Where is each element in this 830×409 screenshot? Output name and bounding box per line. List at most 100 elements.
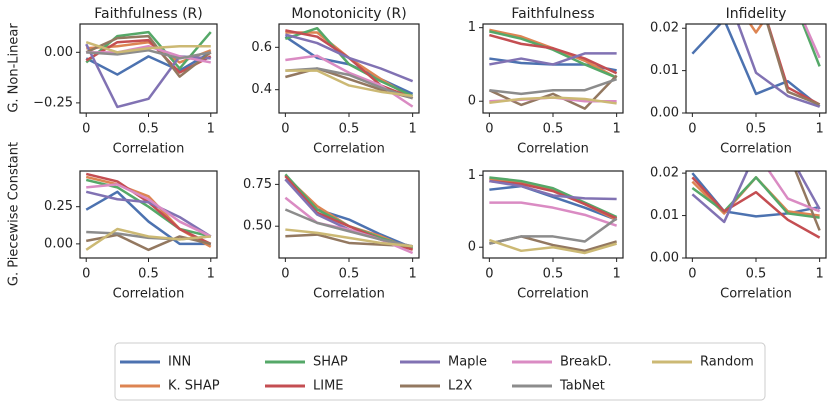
series-line [86,45,212,64]
series-line [284,26,414,98]
plot-area [691,171,821,239]
x-axis-label: Correlation [720,287,792,302]
x-tick-label: 1 [408,122,416,137]
series-line [748,24,764,34]
legend-label: Random [700,355,754,370]
panel-frame [482,170,624,259]
series-line [489,179,618,220]
y-tick-label: 0 [468,240,476,255]
y-tick-label: 0.25 [44,199,73,214]
y-tick-label: 0.01 [650,208,679,223]
panel: Faithfulness 0 1 0 0.5 1 Correlation [468,6,624,157]
x-tick-label: 0.5 [339,267,360,282]
legend-label: SHAP [313,355,348,370]
series-line [489,33,618,75]
panel-frame [685,170,827,259]
panel: Monotonicity (R) 0.4 0.6 0 0.5 1 Correlation [251,6,420,157]
series-line [285,228,413,248]
x-tick-label: 0.5 [543,267,564,282]
series-line [285,33,414,83]
y-tick-label: 0 [468,94,476,109]
panel: Infidelity 0.00 0.01 0.02 0 0.5 1 Correlation [650,6,827,157]
panel-frame [79,170,218,259]
x-tick-label: 0 [688,122,696,137]
series-line [489,217,618,245]
series-line [766,24,821,106]
panel: 0 1 0 0.5 1 Correlation [468,168,624,302]
x-tick-label: 1 [612,267,620,282]
y-tick-label: 0.01 [650,63,679,78]
series-line [766,24,821,106]
series-line [691,176,821,239]
y-tick-label: −0.25 [33,95,73,110]
x-tick-label: 1 [207,267,215,282]
panel: 0.00 0.01 0.02 0 0.5 1 Correlation [650,166,827,302]
panel-frame [79,23,218,114]
plot-area [488,28,618,110]
panel-frame [482,23,624,114]
panel-frame [278,23,420,114]
x-tick-label: 1 [612,122,620,137]
x-axis-label: Correlation [113,287,185,302]
y-tick-label: 0.02 [650,21,679,36]
x-tick-label: 0 [485,122,493,137]
series-line [489,77,618,96]
x-tick-label: 0 [82,122,90,137]
y-tick-label: 0.00 [44,236,73,251]
series-line [489,201,618,227]
series-line [85,190,212,238]
panel: 0.50 0.75 0 0.5 1 Correlation [243,170,420,302]
row-label: G. Non-Linear [7,23,22,113]
plot-area [284,173,414,255]
panel: Faithfulness (R) 0.00 −0.25 0 0.5 1 Correlatio… [33,6,218,157]
x-axis-label: Correlation [113,142,185,157]
series-line [794,171,821,231]
panel-title: Infidelity [726,6,787,22]
x-tick-label: 0 [281,267,289,282]
legend-label: INN [168,355,191,370]
legend-label: BreakD. [560,355,612,370]
plot-area [85,172,212,252]
plot-area [488,176,618,255]
y-tick-label: 0.75 [243,177,272,192]
row-label: G. Piecewise Constant [7,142,22,286]
series-line [489,96,617,105]
x-tick-label: 0.5 [138,267,159,282]
y-tick-label: 0.4 [251,82,272,97]
x-tick-label: 0.5 [543,122,564,137]
series-line [736,24,821,108]
panel-title: Faithfulness (R) [94,6,202,22]
x-tick-label: 0 [688,267,696,282]
x-tick-label: 0.5 [746,122,767,137]
panel-title: Faithfulness [511,6,594,22]
series-line [489,176,618,219]
x-tick-label: 0 [485,267,493,282]
series-line [86,49,212,60]
panel-title: Monotonicity (R) [291,6,406,22]
legend-label: TabNet [559,379,605,394]
plot-area [691,24,821,108]
y-tick-label: 0.6 [251,40,272,55]
y-tick-label: 0.00 [650,106,679,121]
y-tick-label: 0.50 [243,219,272,234]
series-line [86,183,212,238]
series-line [85,227,211,251]
series-line [489,52,617,66]
plot-area [284,26,414,108]
legend-label: K. SHAP [168,379,220,394]
x-tick-label: 1 [815,267,823,282]
y-tick-label: 1 [468,168,476,183]
x-tick-label: 0 [281,122,289,137]
legend-label: LIME [313,379,344,394]
x-axis-label: Correlation [313,142,385,157]
series-line [85,34,212,78]
x-tick-label: 0.5 [746,267,767,282]
legend-label: L2X [448,379,473,394]
y-tick-label: 1 [468,20,476,35]
y-tick-label: 0.00 [44,45,73,60]
x-tick-label: 0.5 [339,122,360,137]
y-tick-label: 0.02 [650,166,679,181]
x-axis-label: Correlation [720,142,792,157]
series-line [691,24,821,108]
